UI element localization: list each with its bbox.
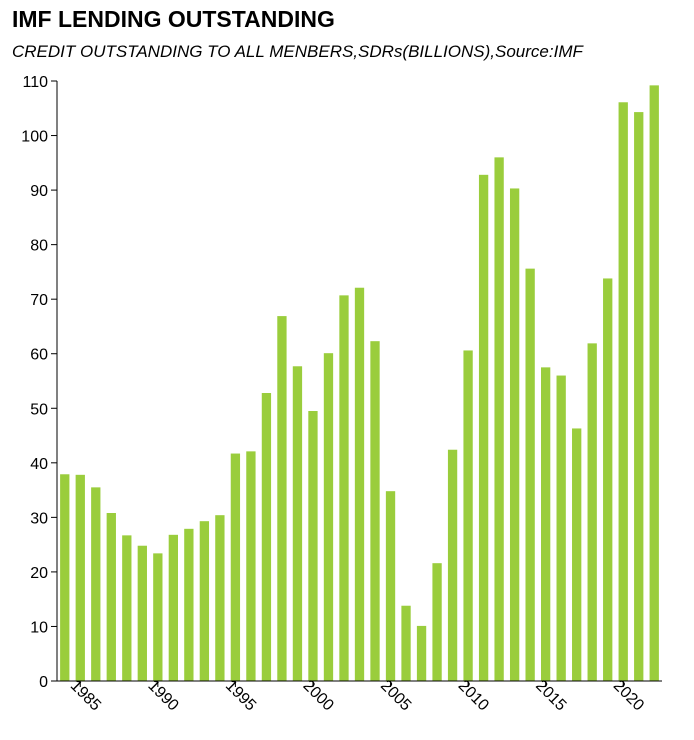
bar-2012 <box>494 157 504 681</box>
bar-1985 <box>75 474 85 681</box>
bar-1991 <box>168 534 178 681</box>
x-tick-label: 2010 <box>455 677 492 714</box>
bar-2007 <box>416 625 427 681</box>
bar-1992 <box>184 528 194 681</box>
bar-1996 <box>246 451 256 681</box>
bar-2011 <box>478 174 489 681</box>
y-tick-label: 20 <box>30 565 48 582</box>
bar-2014 <box>525 268 535 681</box>
x-tick-label: 1985 <box>67 677 104 714</box>
bar-2008 <box>432 563 442 681</box>
y-tick-label: 110 <box>22 74 48 91</box>
y-tick-label: 40 <box>30 456 48 473</box>
y-tick-label: 10 <box>30 619 48 636</box>
y-tick-label: 60 <box>30 347 48 364</box>
y-tick-label: 70 <box>30 292 48 309</box>
y-axis: 0 10 20 30 40 50 60 70 80 90 100 110 <box>21 74 58 691</box>
bar-2003 <box>354 287 365 681</box>
bar-1993 <box>199 521 210 681</box>
y-tick-label: 80 <box>30 238 48 255</box>
y-tick-label: 50 <box>30 401 48 418</box>
bar-2020 <box>618 102 628 682</box>
x-axis: 1985 1990 1995 2000 2005 2010 2015 2020 <box>57 677 662 714</box>
bar-2016 <box>556 375 566 681</box>
chart-title: IMF LENDING OUTSTANDING <box>12 6 335 32</box>
bar-2006 <box>401 605 411 681</box>
bar-1999 <box>292 366 303 681</box>
bar-2013 <box>509 188 520 682</box>
bar-2004 <box>370 341 380 681</box>
bar-2015 <box>541 367 551 681</box>
bar-1997 <box>261 393 272 681</box>
bar-1989 <box>137 545 147 681</box>
bar-2009 <box>447 449 458 681</box>
bar-1990 <box>153 553 163 681</box>
bar-1987 <box>106 513 116 681</box>
x-tick-label: 1990 <box>144 677 181 714</box>
y-tick-label: 0 <box>39 674 48 691</box>
bar-2001 <box>323 353 334 681</box>
bar-2017 <box>572 428 582 681</box>
bar-1986 <box>91 487 101 681</box>
y-tick-label: 90 <box>30 183 48 200</box>
bar-2022 <box>649 85 659 681</box>
bar-2019 <box>603 278 613 681</box>
bar-2021 <box>634 112 644 681</box>
bar-2005 <box>385 491 396 681</box>
x-tick-label: 2015 <box>532 677 569 714</box>
bar-1998 <box>277 316 287 681</box>
y-tick-label: 30 <box>30 510 48 527</box>
bars <box>60 85 659 682</box>
bar-1994 <box>215 515 225 681</box>
x-tick-label: 2000 <box>300 677 337 714</box>
bar-2018 <box>587 343 597 681</box>
bar-2002 <box>339 295 349 681</box>
bar-2000 <box>308 411 318 681</box>
bar-1995 <box>230 453 241 681</box>
chart-subtitle: CREDIT OUTSTANDING TO ALL MENBERS,SDRs(B… <box>12 42 583 61</box>
bar-2010 <box>463 350 473 681</box>
y-tick-label: 100 <box>21 129 48 146</box>
x-tick-label: 2020 <box>610 677 647 714</box>
x-tick-label: 2005 <box>377 677 414 714</box>
bar-1988 <box>122 535 132 681</box>
bar-1984 <box>60 474 70 681</box>
x-tick-label: 1995 <box>222 677 259 714</box>
